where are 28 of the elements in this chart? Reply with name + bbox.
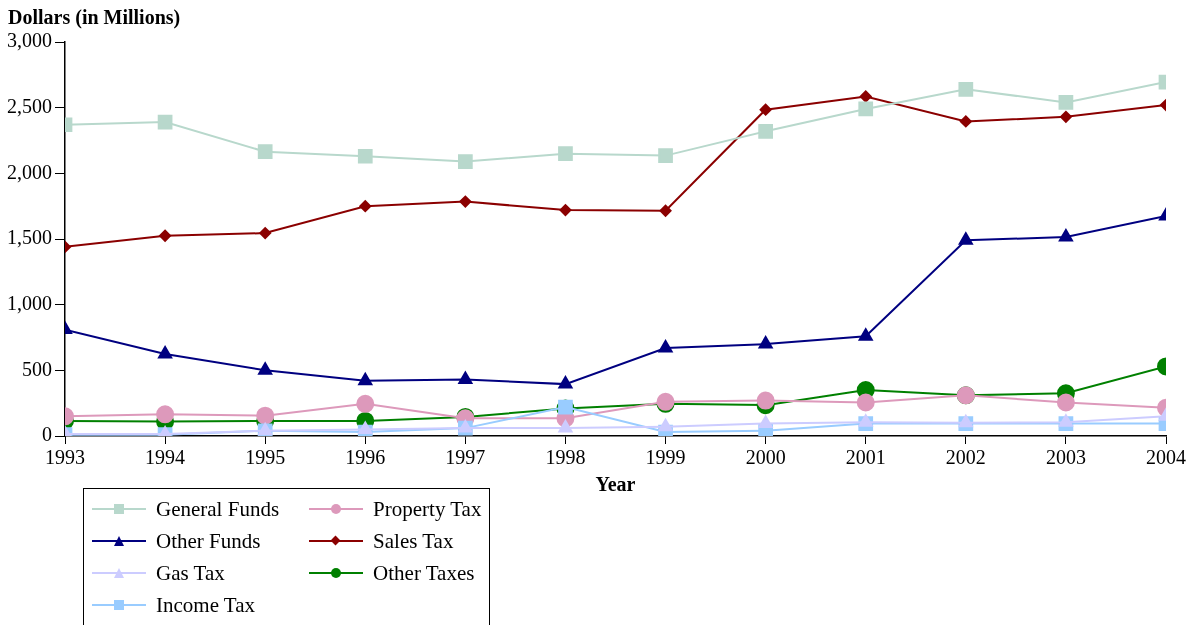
legend-label: Gas Tax [156, 560, 225, 586]
legend-label: Other Funds [156, 528, 261, 554]
x-tick-label: 1993 [45, 446, 85, 469]
x-tick-label: 2002 [945, 446, 986, 469]
y-tick-label: 500 [22, 357, 52, 380]
x-tick-label: 1997 [445, 446, 486, 469]
y-tick-label: 1,000 [7, 291, 52, 314]
y-tick-label: 2,000 [7, 160, 52, 183]
legend-label: General Funds [156, 496, 280, 522]
x-tick-label: 1995 [245, 446, 286, 469]
y-tick-label: 0 [42, 423, 52, 446]
y-tick-label: 3,000 [7, 29, 52, 52]
legend-label: Income Tax [156, 592, 256, 618]
x-tick-label: 2004 [1146, 446, 1186, 469]
x-tick-label: 2001 [845, 446, 886, 469]
x-tick-label: 2000 [745, 446, 786, 469]
x-tick-label: 1999 [645, 446, 686, 469]
legend-label: Sales Tax [373, 528, 454, 554]
x-tick-label: 1996 [345, 446, 386, 469]
y-axis-title: Dollars (in Millions) [8, 6, 181, 29]
x-axis-title: Year [595, 473, 636, 496]
legend-label: Other Taxes [373, 560, 475, 586]
x-tick-label: 1994 [145, 446, 186, 469]
y-tick-label: 2,500 [7, 94, 52, 117]
y-tick-label: 1,500 [7, 226, 52, 249]
x-tick-label: 1998 [545, 446, 586, 469]
x-tick-label: 2003 [1045, 446, 1086, 469]
legend-label: Property Tax [373, 496, 482, 522]
